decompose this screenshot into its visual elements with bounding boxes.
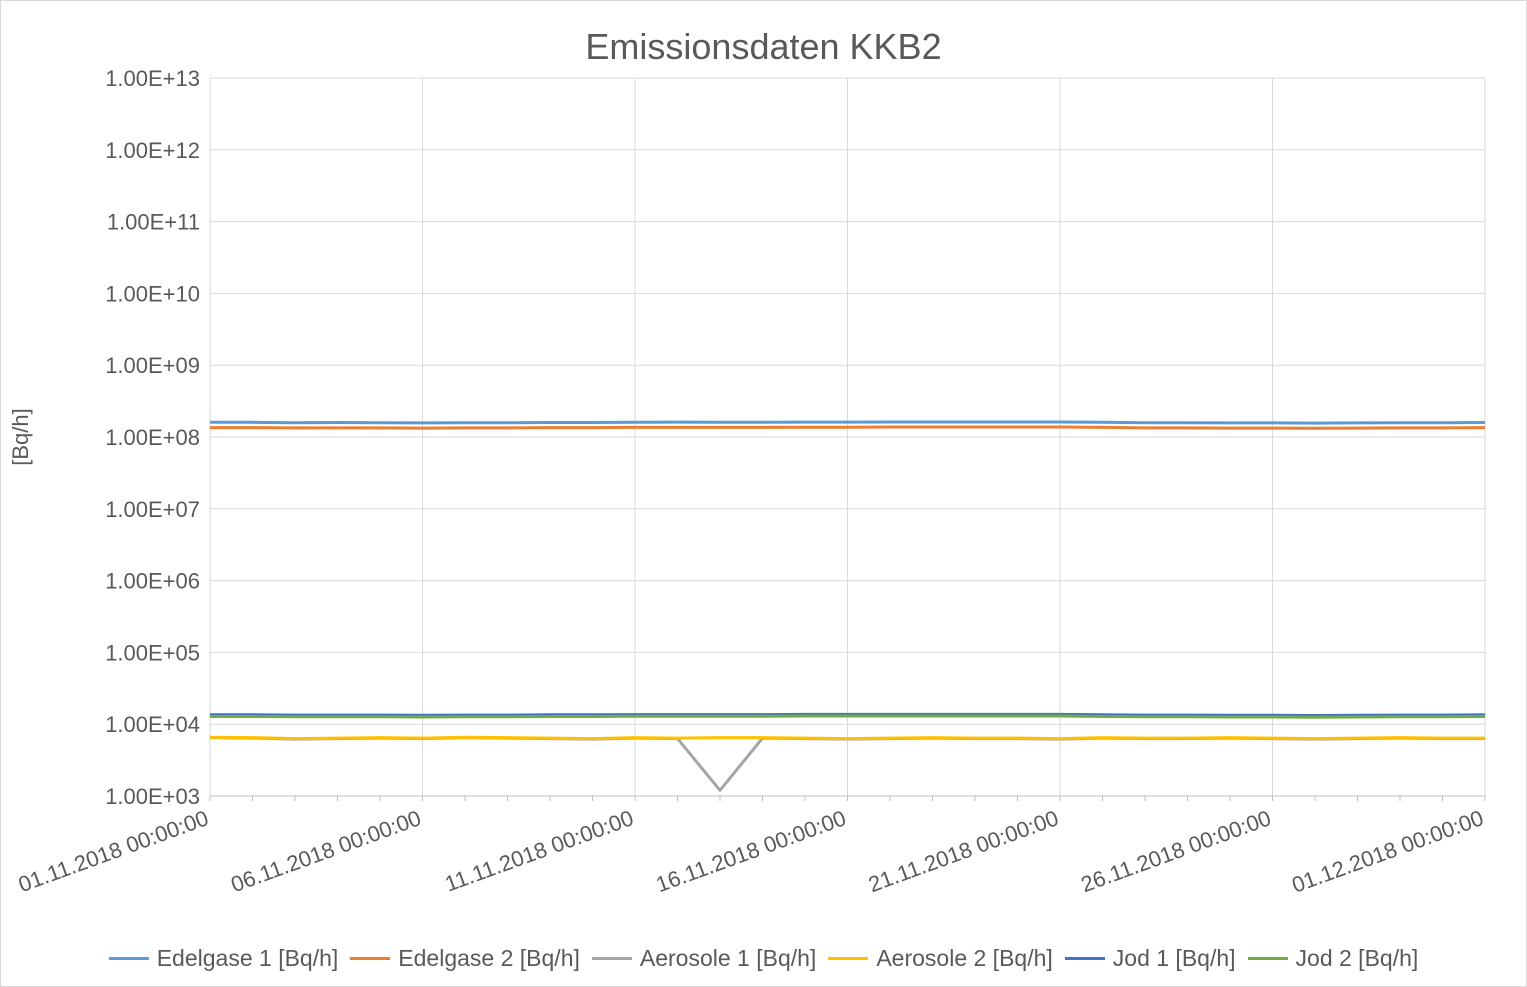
legend-swatch bbox=[1247, 956, 1288, 960]
y-axis-label: [Bq/h] bbox=[8, 408, 33, 465]
legend-label: Jod 2 [Bq/h] bbox=[1295, 944, 1419, 971]
legend-item: Aerosole 2 [Bq/h] bbox=[828, 944, 1053, 972]
y-tick-label: 1.00E+03 bbox=[105, 784, 200, 809]
series-line bbox=[210, 420, 1486, 425]
y-tick-label: 1.00E+07 bbox=[105, 497, 200, 522]
y-tick-label: 1.00E+09 bbox=[105, 353, 200, 378]
y-tick-label: 1.00E+08 bbox=[105, 425, 200, 450]
series-line bbox=[210, 714, 1486, 719]
legend-label: Aerosole 2 [Bq/h] bbox=[876, 944, 1053, 971]
x-tick-label: 26.11.2018 00:00:00 bbox=[1078, 805, 1275, 897]
legend-item: Jod 2 [Bq/h] bbox=[1247, 944, 1419, 972]
x-tick-label: 06.11.2018 00:00:00 bbox=[228, 805, 425, 897]
x-tick-label: 16.11.2018 00:00:00 bbox=[653, 805, 850, 897]
legend-swatch bbox=[828, 956, 869, 960]
series-line bbox=[210, 425, 1486, 430]
chart-title: Emissionsdaten KKB2 bbox=[585, 26, 942, 67]
x-tick-label: 01.11.2018 00:00:00 bbox=[15, 805, 212, 897]
legend-item: Edelgase 1 [Bq/h] bbox=[108, 944, 339, 972]
x-tick-label: 21.11.2018 00:00:00 bbox=[865, 805, 1062, 897]
legend-swatch bbox=[350, 956, 391, 960]
y-tick-label: 1.00E+12 bbox=[105, 138, 200, 163]
legend-item: Jod 1 [Bq/h] bbox=[1064, 944, 1236, 972]
legend-label: Edelgase 2 [Bq/h] bbox=[398, 944, 580, 971]
legend-label: Aerosole 1 [Bq/h] bbox=[639, 944, 817, 971]
x-tick-label: 01.12.2018 00:00:00 bbox=[1288, 805, 1486, 898]
series-line bbox=[209, 735, 1485, 741]
legend-swatch bbox=[591, 956, 632, 960]
legend-swatch bbox=[1064, 956, 1105, 960]
legend-item: Aerosole 1 [Bq/h] bbox=[591, 944, 817, 972]
legend-swatch bbox=[108, 956, 149, 960]
y-tick-label: 1.00E+13 bbox=[105, 66, 200, 91]
y-tick-label: 1.00E+10 bbox=[105, 281, 200, 306]
legend-label: Jod 1 [Bq/h] bbox=[1112, 944, 1236, 971]
x-tick-label: 11.11.2018 00:00:00 bbox=[442, 805, 637, 896]
y-tick-label: 1.00E+04 bbox=[105, 712, 200, 737]
legend-label: Edelgase 1 [Bq/h] bbox=[156, 944, 339, 971]
y-tick-label: 1.00E+05 bbox=[105, 640, 200, 665]
chart-legend: Edelgase 1 [Bq/h] Edelgase 2 [Bq/h] Aeroso… bbox=[0, 940, 1527, 976]
legend-item: Edelgase 2 [Bq/h] bbox=[350, 945, 580, 972]
series-line bbox=[210, 712, 1486, 717]
y-tick-label: 1.00E+11 bbox=[107, 210, 200, 235]
y-tick-label: 1.00E+06 bbox=[105, 569, 200, 594]
